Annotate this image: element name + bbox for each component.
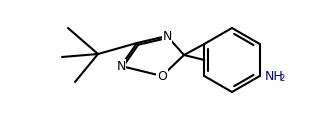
Text: 2: 2 [279,74,285,83]
Text: NH: NH [265,69,284,82]
Text: N: N [116,60,126,72]
Text: N: N [162,30,172,42]
Text: O: O [157,69,167,82]
